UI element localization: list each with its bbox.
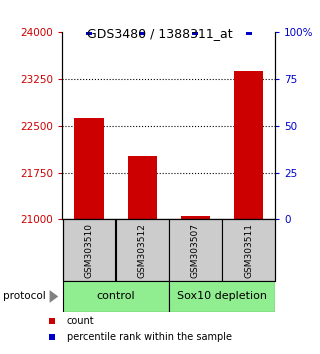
Bar — [169, 281, 275, 312]
Text: GSM303507: GSM303507 — [191, 223, 200, 278]
Bar — [181, 216, 210, 219]
Text: Sox10 depletion: Sox10 depletion — [177, 291, 267, 302]
Polygon shape — [50, 290, 58, 303]
Bar — [116, 219, 169, 281]
Text: GSM303510: GSM303510 — [84, 223, 93, 278]
Bar — [74, 118, 104, 219]
Bar — [169, 219, 222, 281]
Bar — [128, 156, 157, 219]
Bar — [234, 71, 263, 219]
Text: count: count — [67, 316, 94, 326]
Bar — [222, 219, 275, 281]
Text: GDS3480 / 1388311_at: GDS3480 / 1388311_at — [87, 27, 233, 40]
Text: percentile rank within the sample: percentile rank within the sample — [67, 332, 232, 342]
Bar — [63, 281, 169, 312]
Bar — [63, 219, 115, 281]
Text: GSM303512: GSM303512 — [138, 223, 147, 278]
Text: GSM303511: GSM303511 — [244, 223, 253, 278]
Text: protocol: protocol — [3, 291, 46, 302]
Text: control: control — [96, 291, 135, 302]
